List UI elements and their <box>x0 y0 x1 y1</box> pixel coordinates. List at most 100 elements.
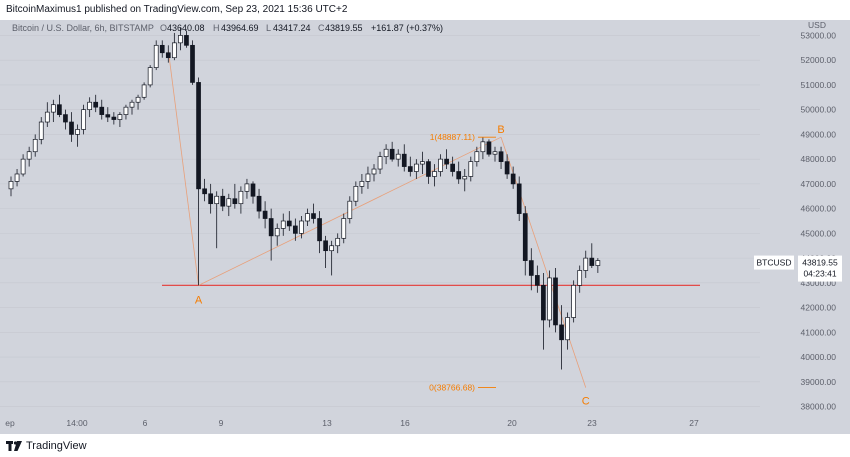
candle-body <box>486 141 492 155</box>
candle-body <box>123 106 129 115</box>
tradingview-logo-icon[interactable] <box>6 440 22 451</box>
price-tag-symbol: BTCUSD <box>757 258 792 268</box>
candle-body <box>147 67 153 86</box>
candle-body <box>141 84 147 98</box>
candle-body <box>8 181 14 190</box>
wave-line <box>167 50 199 286</box>
candle-body <box>432 171 437 177</box>
legend-symbol: Bitcoin / U.S. Dollar, 6h, BITSTAMP <box>12 23 154 33</box>
candle-body <box>347 200 353 219</box>
candle-body <box>305 213 310 222</box>
candle-body <box>93 101 99 108</box>
candle-body <box>14 173 20 182</box>
candle-body <box>359 181 365 187</box>
price-tick-label: 52000.00 <box>801 55 837 65</box>
legend-high-label: H <box>213 23 220 33</box>
chart-area[interactable]: Bitcoin / U.S. Dollar, 6h, BITSTAMP O 43… <box>0 20 850 434</box>
candle-body <box>341 218 347 239</box>
candle-body <box>44 111 50 123</box>
candle-body <box>414 163 419 172</box>
fib-level-1-label: 1(48887.11) <box>430 132 475 142</box>
candle-body <box>395 153 401 160</box>
candlestick-chart[interactable]: Bitcoin / U.S. Dollar, 6h, BITSTAMP O 43… <box>0 20 850 434</box>
price-axis[interactable]: 53000.00 52000.00 51000.00 50000.00 49000.00… <box>801 30 837 411</box>
candle-body <box>274 228 280 237</box>
candle-body <box>184 35 189 46</box>
brand-name[interactable]: TradingView <box>26 439 87 452</box>
candle-body <box>159 44 165 54</box>
price-tick-label: 47000.00 <box>801 179 837 189</box>
time-tick-label: 16 <box>400 418 410 428</box>
wave-label-a: A <box>195 294 203 306</box>
candle-body <box>69 121 74 135</box>
candle-body <box>371 168 377 175</box>
candle-body <box>153 44 159 68</box>
price-tick-label: 42000.00 <box>801 303 837 313</box>
price-tag-countdown: 04:23:41 <box>803 269 836 279</box>
legend-high-value: 43964.69 <box>221 23 259 33</box>
wave-label-b: B <box>497 124 504 136</box>
candle-body <box>190 44 195 83</box>
candle-body <box>571 284 577 318</box>
candle-body <box>595 260 601 266</box>
candle-body <box>353 186 359 202</box>
candle-body <box>547 277 552 321</box>
legend-close-label: C <box>318 23 325 33</box>
currency-label: USD <box>808 20 826 30</box>
chart-grid <box>0 35 760 407</box>
candle-body <box>256 195 262 212</box>
candle-body <box>57 104 62 115</box>
candle-body <box>583 257 589 271</box>
candle-body <box>262 210 268 219</box>
candle-body <box>510 173 516 185</box>
candle-body <box>577 270 583 286</box>
time-tick-label: 23 <box>587 418 597 428</box>
candle-body <box>129 101 135 108</box>
candle-body <box>438 158 443 172</box>
price-tag-bg <box>798 255 842 282</box>
candle-body <box>492 151 498 155</box>
candle-body <box>268 218 274 237</box>
time-tick-label: 9 <box>219 418 224 428</box>
legend-change: +161.87 (+0.37%) <box>371 23 443 33</box>
candle-body <box>214 195 220 205</box>
candle-body <box>87 101 93 111</box>
price-tick-label: 46000.00 <box>801 204 837 214</box>
candle-body <box>504 161 510 175</box>
candle-body <box>498 151 504 162</box>
time-axis[interactable]: ep 14:00 6 9 13 16 20 23 27 <box>5 418 699 428</box>
candle-body <box>172 42 177 59</box>
time-tick-label: ep <box>5 418 15 428</box>
candle-body <box>444 158 449 165</box>
time-tick-label: 20 <box>507 418 517 428</box>
candles-group <box>8 28 601 370</box>
candle-body <box>81 109 86 130</box>
candle-body <box>389 148 395 160</box>
candle-body <box>480 141 486 153</box>
candle-body <box>553 277 558 326</box>
fib-level-0-label: 0(38766.68) <box>429 383 475 393</box>
price-tick-label: 50000.00 <box>801 105 837 115</box>
candle-body <box>456 171 462 180</box>
price-tick-label: 51000.00 <box>801 80 837 90</box>
price-tick-label: 49000.00 <box>801 129 837 139</box>
candle-body <box>426 161 431 177</box>
candle-body <box>50 104 56 113</box>
candle-body <box>165 52 171 59</box>
candle-body <box>208 193 213 205</box>
time-tick-label: 14:00 <box>66 418 88 428</box>
candle-body <box>329 245 334 252</box>
candle-body <box>75 129 80 135</box>
candle-body <box>244 183 250 192</box>
footer-bar: TradingView <box>0 434 850 457</box>
candle-body <box>323 240 328 252</box>
legend-open-label: O <box>160 23 167 33</box>
candle-body <box>468 161 474 177</box>
candle-body <box>293 225 298 234</box>
candle-body <box>377 156 383 170</box>
candle-body <box>522 213 528 261</box>
wave-label-c: C <box>582 396 590 408</box>
price-tick-label: 41000.00 <box>801 327 837 337</box>
candle-body <box>220 195 226 207</box>
price-tick-label: 45000.00 <box>801 228 837 238</box>
